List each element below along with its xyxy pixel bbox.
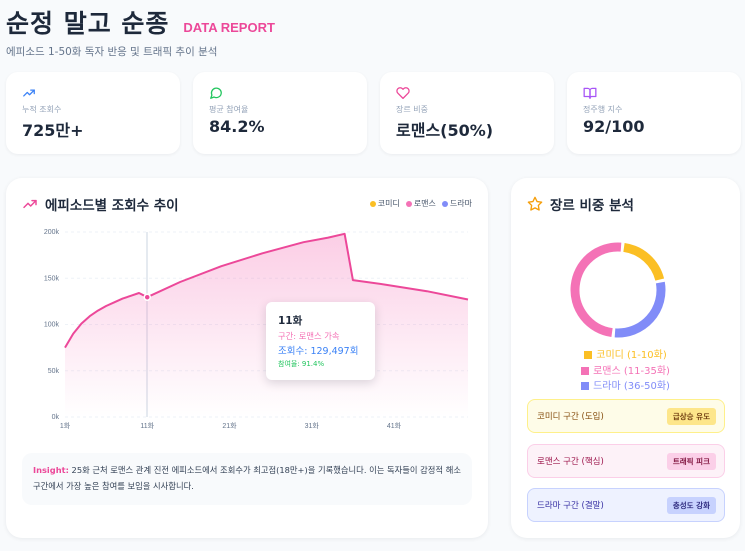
- stats-row: 누적 조회수 725만+ 평균 참여율 84.2% 장르 비중 로맨스(50%)…: [6, 72, 745, 154]
- phase-label: 코미디 구간 (도입): [537, 412, 604, 422]
- stat-card-engagement: 평균 참여율 84.2%: [193, 72, 367, 154]
- heart-icon: [396, 87, 410, 100]
- side-title: 장르 비중 분석: [550, 198, 634, 214]
- stat-label: 평균 참여율: [209, 105, 249, 114]
- stat-value: 725만+: [22, 121, 84, 140]
- donut-legend-item: 로맨스 (11-35화): [511, 364, 740, 380]
- legend-swatch: [584, 351, 593, 359]
- phase-badge: 급상승 유도: [666, 407, 716, 425]
- area-chart[interactable]: 0k 50k 100k 150k 200k 1화 11화 21화 31화 41화: [6, 178, 488, 438]
- svg-text:11화: 11화: [140, 422, 154, 430]
- donut-segments: [570, 242, 666, 338]
- stat-label: 정주행 지수: [583, 105, 623, 114]
- svg-text:100k: 100k: [44, 322, 60, 329]
- stat-value: 92/100: [583, 117, 645, 136]
- report-tag: DATA REPORT: [183, 20, 275, 35]
- message-circle-icon: [210, 87, 222, 99]
- svg-text:150k: 150k: [44, 275, 60, 282]
- phase-romance: 로맨스 구간 (핵심) 트래픽 피크: [527, 444, 725, 478]
- tooltip-views: 조회수: 129,497회: [278, 346, 359, 357]
- svg-text:31화: 31화: [305, 422, 320, 430]
- donut-legend: 코미디 (1-10화) 로맨스 (11-35화) 드라마 (36-50화): [511, 348, 740, 395]
- legend-item[interactable]: 코미디: [369, 198, 400, 209]
- phase-label: 드라마 구간 (결말): [537, 501, 604, 511]
- stat-label: 장르 비중: [396, 105, 428, 114]
- views-trend-card: 에피소드별 조회수 추이 코미디 로맨스 드라마 0k 50k 100k 150k 20…: [6, 178, 488, 538]
- insight-text: 25화 근처 로맨스 관계 진전 에피소드에서 조회수가 최고점(18만+)을 …: [33, 465, 461, 491]
- phase-drama: 드라마 구간 (결말) 충성도 강화: [527, 488, 725, 522]
- tooltip-engagement: 참여율: 91.4%: [278, 360, 325, 368]
- legend-item[interactable]: 드라마: [441, 198, 472, 209]
- page-title: 순정 말고 순종: [6, 9, 170, 38]
- legend-dot: [405, 200, 412, 207]
- trending-up-icon: [23, 89, 35, 97]
- genre-donut-chart[interactable]: [511, 178, 740, 348]
- legend-swatch: [581, 382, 590, 390]
- phase-comedy: 코미디 구간 (도입) 급상승 유도: [527, 399, 725, 433]
- trending-up-icon: [23, 199, 37, 209]
- card-title: 에피소드별 조회수 추이: [22, 194, 179, 214]
- donut-legend-item: 코미디 (1-10화): [511, 348, 740, 364]
- stat-value: 84.2%: [209, 117, 265, 136]
- card-title: 장르 비중 분석: [527, 194, 634, 214]
- stat-value: 로맨스(50%): [396, 121, 494, 140]
- svg-text:0k: 0k: [52, 414, 60, 421]
- legend-dot: [441, 200, 448, 207]
- insight-box: Insight: 25화 근처 로맨스 관계 진전 에피소드에서 조회수가 최고…: [22, 453, 472, 505]
- tooltip-phase: 구간: 로맨스 가속: [278, 331, 340, 341]
- donut-legend-item: 드라마 (36-50화): [511, 379, 740, 395]
- legend-dot: [369, 200, 376, 207]
- chart-legend: 코미디 로맨스 드라마: [369, 198, 472, 209]
- page-subtitle: 에피소드 1-50화 독자 반응 및 트래픽 추이 분석: [6, 46, 218, 58]
- stat-label: 누적 조회수: [22, 105, 62, 114]
- svg-text:1화: 1화: [60, 422, 71, 430]
- y-axis: 0k 50k 100k 150k 200k: [44, 229, 60, 421]
- phase-badge: 트래픽 피크: [666, 452, 716, 470]
- chart-title: 에피소드별 조회수 추이: [45, 198, 179, 214]
- svg-text:200k: 200k: [44, 229, 60, 236]
- svg-text:50k: 50k: [48, 368, 60, 375]
- book-open-icon: [583, 87, 597, 99]
- stat-card-binge-index: 정주행 지수 92/100: [567, 72, 741, 154]
- chart-tooltip: 11화 구간: 로맨스 가속 조회수: 129,497회 참여율: 91.4%: [266, 302, 375, 380]
- legend-item[interactable]: 로맨스: [405, 198, 436, 209]
- insight-label: Insight:: [33, 465, 69, 475]
- tooltip-title: 11화: [278, 315, 303, 327]
- hover-point[interactable]: [143, 293, 151, 301]
- svg-text:41화: 41화: [387, 422, 402, 430]
- stat-card-genre: 장르 비중 로맨스(50%): [380, 72, 554, 154]
- phase-label: 로맨스 구간 (핵심): [537, 457, 604, 467]
- stat-card-total-views: 누적 조회수 725만+: [6, 72, 180, 154]
- page-header: 순정 말고 순종 DATA REPORT 에피소드 1-50화 독자 반응 및 …: [6, 4, 275, 59]
- svg-text:21화: 21화: [222, 422, 237, 430]
- phase-badge: 충성도 강화: [666, 496, 716, 514]
- star-icon: [527, 196, 543, 211]
- x-axis: 1화 11화 21화 31화 41화: [60, 422, 402, 430]
- legend-swatch: [581, 366, 590, 375]
- genre-analysis-card: 장르 비중 분석 코미디 (1-10화) 로맨스 (11-35화) 드라마 (3…: [511, 178, 740, 538]
